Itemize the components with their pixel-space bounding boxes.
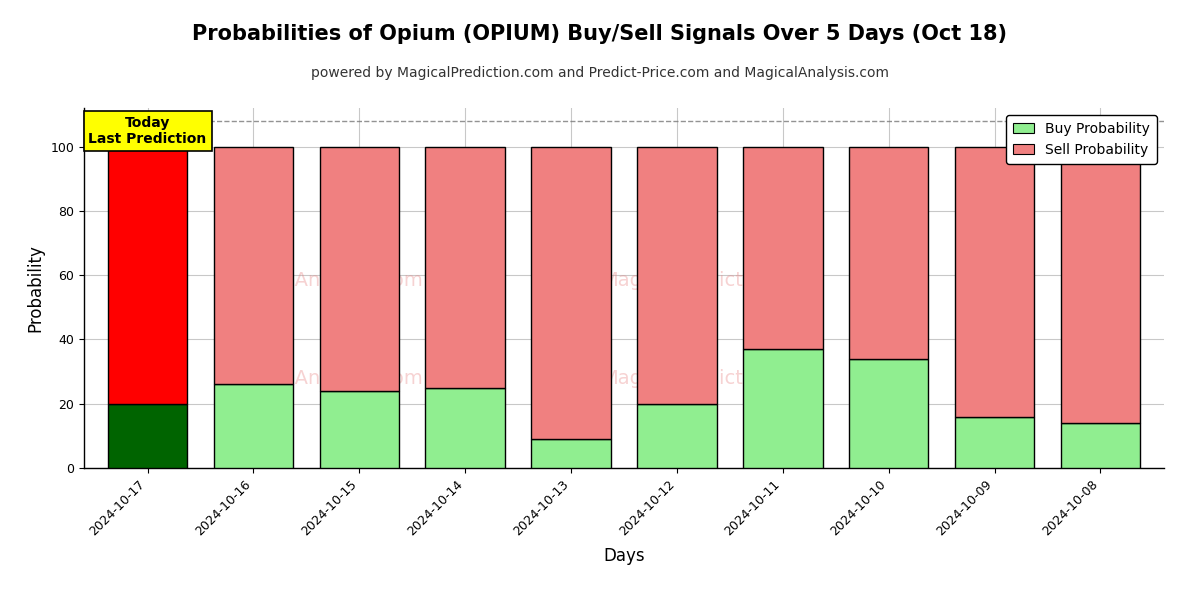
Bar (955, 146, 1034, 416)
Bar (1061, 146, 1140, 423)
Bar (214, 146, 293, 385)
Bar (319, 146, 400, 391)
Bar (108, 146, 187, 404)
Bar (743, 349, 822, 468)
Bar (637, 404, 716, 468)
Legend: Buy Probability, Sell Probability: Buy Probability, Sell Probability (1007, 115, 1157, 164)
Bar (426, 388, 505, 468)
Text: MagicalPrediction.com: MagicalPrediction.com (601, 271, 820, 290)
Text: MagicalPrediction.com: MagicalPrediction.com (601, 368, 820, 388)
Bar (637, 146, 716, 404)
Y-axis label: Probability: Probability (26, 244, 44, 332)
Bar (532, 146, 611, 439)
Bar (850, 146, 929, 359)
Text: Probabilities of Opium (OPIUM) Buy/Sell Signals Over 5 Days (Oct 18): Probabilities of Opium (OPIUM) Buy/Sell … (192, 24, 1008, 44)
X-axis label: Days: Days (604, 547, 644, 565)
Text: powered by MagicalPrediction.com and Predict-Price.com and MagicalAnalysis.com: powered by MagicalPrediction.com and Pre… (311, 66, 889, 80)
Bar (426, 146, 505, 388)
Bar (319, 391, 400, 468)
Bar (955, 416, 1034, 468)
Bar (850, 359, 929, 468)
Text: Today
Last Prediction: Today Last Prediction (89, 116, 206, 146)
Text: MagicalAnalysis.com: MagicalAnalysis.com (221, 271, 422, 290)
Bar (1061, 423, 1140, 468)
Bar (108, 404, 187, 468)
Bar (214, 385, 293, 468)
Text: MagicalAnalysis.com: MagicalAnalysis.com (221, 368, 422, 388)
Bar (743, 146, 822, 349)
Bar (532, 439, 611, 468)
